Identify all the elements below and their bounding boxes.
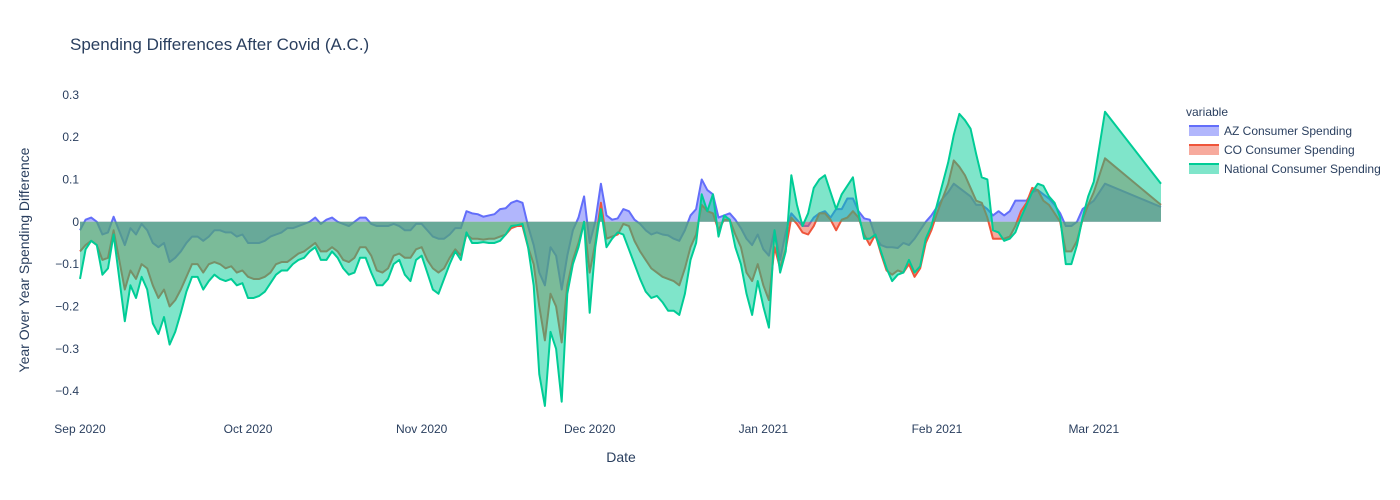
y-tick-label: 0	[72, 215, 79, 229]
x-tick-label: Nov 2020	[396, 422, 448, 436]
x-tick-label: Sep 2020	[54, 422, 106, 436]
y-axis-title: Year Over Year Spending Difference	[16, 147, 32, 372]
series-line-2	[79, 110, 1162, 407]
y-tick-label: 0.1	[62, 172, 79, 186]
x-tick-label: Dec 2020	[564, 422, 616, 436]
legend-item-0[interactable]: AZ Consumer Spending	[1189, 124, 1352, 138]
x-tick-label: Oct 2020	[224, 422, 273, 436]
legend-title: variable	[1186, 105, 1228, 119]
y-tick-label: −0.2	[55, 299, 79, 313]
legend-swatch-fill	[1189, 126, 1219, 136]
y-tick-label: −0.4	[55, 384, 79, 398]
y-tick-label: −0.3	[55, 342, 79, 356]
legend-label: AZ Consumer Spending	[1224, 124, 1352, 138]
x-axis-ticks: Sep 2020 Oct 2020 Nov 2020 Dec 2020 Jan 2021…	[54, 422, 1119, 436]
x-axis-title: Date	[606, 449, 636, 465]
x-tick-label: Jan 2021	[739, 422, 789, 436]
x-tick-label: Feb 2021	[912, 422, 963, 436]
legend-label: National Consumer Spending	[1224, 162, 1381, 176]
y-axis-ticks: 0.3 0.2 0.1 0 −0.1 −0.2 −0.3 −0.4	[55, 88, 79, 398]
legend-item-1[interactable]: CO Consumer Spending	[1189, 143, 1355, 157]
legend-item-2[interactable]: National Consumer Spending	[1189, 162, 1381, 176]
x-tick-label: Mar 2021	[1068, 422, 1119, 436]
y-tick-label: −0.1	[55, 257, 79, 271]
chart-title: Spending Differences After Covid (A.C.)	[70, 35, 369, 54]
y-tick-label: 0.2	[62, 130, 79, 144]
series-area-2	[80, 111, 1161, 406]
legend: variable AZ Consumer Spending CO Consumer…	[1186, 105, 1381, 176]
plot-areas	[79, 110, 1162, 407]
legend-swatch-fill	[1189, 164, 1219, 174]
legend-label: CO Consumer Spending	[1224, 143, 1355, 157]
legend-swatch-fill	[1189, 145, 1219, 155]
y-tick-label: 0.3	[62, 88, 79, 102]
